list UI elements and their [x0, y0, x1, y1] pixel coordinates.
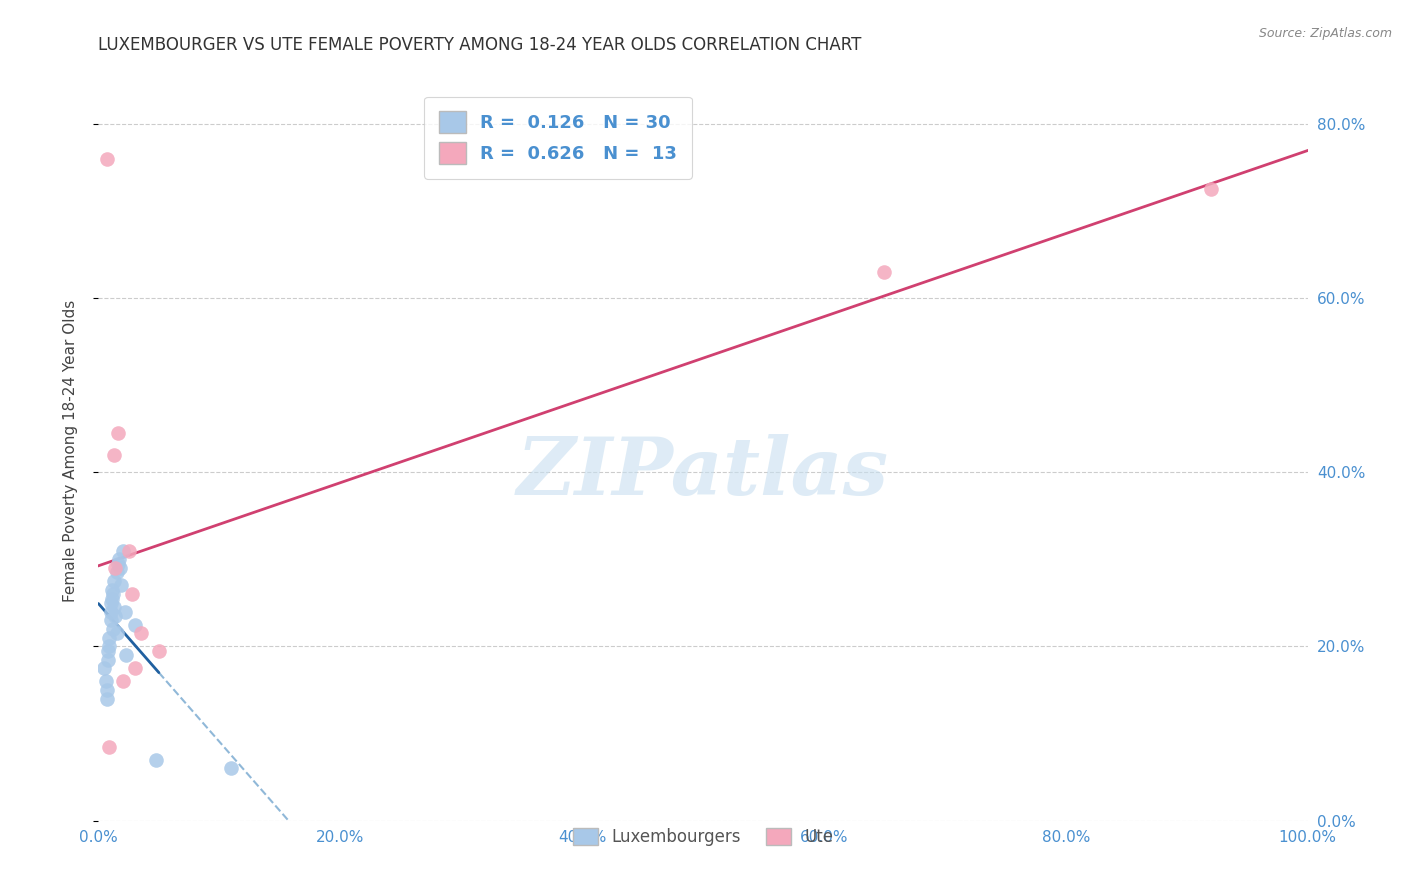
Point: [98, 631, 121, 645]
Point: [100, 605, 122, 619]
Point: [97, 652, 120, 666]
Text: LUXEMBOURGER VS UTE FEMALE POVERTY AMONG 18-24 YEAR OLDS CORRELATION CHART: LUXEMBOURGER VS UTE FEMALE POVERTY AMONG…: [98, 36, 862, 54]
Point: [124, 661, 146, 675]
Text: ZIPatlas: ZIPatlas: [517, 434, 889, 511]
Point: [115, 648, 138, 662]
Point: [103, 600, 125, 615]
Point: [98, 739, 121, 754]
Point: [1199, 182, 1222, 196]
Point: [104, 561, 127, 575]
Point: [105, 566, 128, 580]
Point: [103, 574, 125, 588]
Point: [100, 591, 122, 606]
Point: [103, 448, 125, 462]
Point: [145, 753, 167, 767]
Point: [101, 622, 124, 636]
Point: [100, 596, 122, 610]
Point: [111, 543, 134, 558]
Point: [107, 557, 129, 571]
Point: [96, 152, 118, 166]
Point: [97, 644, 120, 658]
Point: [104, 609, 127, 624]
Point: [93, 661, 115, 675]
Point: [100, 582, 122, 597]
Point: [873, 265, 896, 279]
Y-axis label: Female Poverty Among 18-24 Year Olds: Female Poverty Among 18-24 Year Olds: [63, 300, 77, 601]
Point: [111, 674, 134, 689]
Point: [107, 425, 129, 440]
Point: [129, 626, 152, 640]
Point: [94, 674, 117, 689]
Text: Source: ZipAtlas.com: Source: ZipAtlas.com: [1258, 27, 1392, 40]
Point: [101, 587, 124, 601]
Point: [221, 761, 243, 775]
Point: [100, 613, 122, 627]
Point: [98, 640, 121, 654]
Point: [124, 617, 146, 632]
Point: [118, 543, 141, 558]
Point: [96, 691, 118, 706]
Point: [121, 587, 143, 601]
Point: [148, 644, 170, 658]
Point: [108, 552, 131, 566]
Point: [110, 578, 132, 592]
Point: [105, 626, 128, 640]
Point: [114, 605, 136, 619]
Legend: Luxembourgers, Ute: Luxembourgers, Ute: [567, 822, 839, 853]
Point: [108, 561, 131, 575]
Point: [96, 683, 118, 698]
